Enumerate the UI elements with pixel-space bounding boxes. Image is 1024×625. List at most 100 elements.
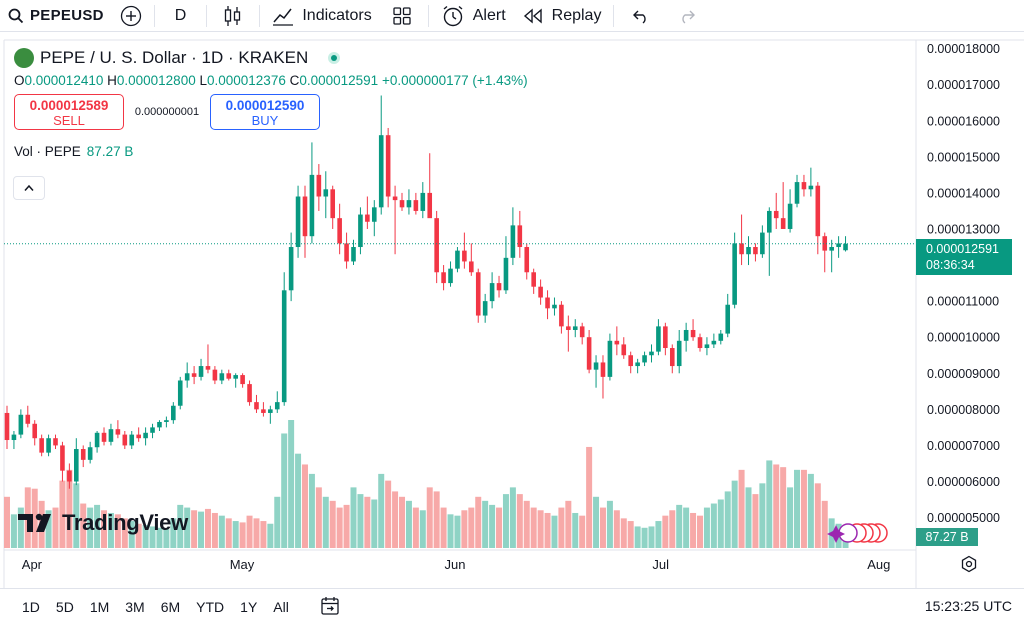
candle <box>60 441 65 482</box>
candle <box>399 192 405 211</box>
candle <box>323 171 329 219</box>
indicators-button[interactable]: Indicators <box>264 0 379 32</box>
candle-body <box>344 243 349 262</box>
events-icons[interactable] <box>827 523 888 543</box>
bottom-toolbar: 1D 5D 1M 3M 6M YTD 1Y All 15:23:25 UTC <box>0 588 1024 625</box>
undo-button[interactable] <box>618 0 664 32</box>
sell-button[interactable]: 0.000012589 SELL <box>14 94 124 130</box>
candle <box>718 329 724 345</box>
candle <box>67 463 72 489</box>
candle-body <box>767 210 772 233</box>
symbol-name: PEPEUSD <box>30 7 104 24</box>
layouts-button[interactable] <box>380 0 424 32</box>
volume-bar <box>163 529 170 548</box>
range-1m[interactable]: 1M <box>89 599 110 615</box>
volume-bar <box>10 514 17 548</box>
volume-bar <box>509 487 516 548</box>
volume-bar <box>676 504 683 548</box>
range-ytd[interactable]: YTD <box>196 599 225 615</box>
candle-body <box>836 243 841 248</box>
redo-button[interactable] <box>664 0 710 32</box>
rewind-icon <box>522 7 544 24</box>
volume-bar <box>177 504 184 548</box>
candle-body <box>711 340 717 345</box>
volume-bar <box>586 446 593 548</box>
volume-bar <box>315 487 322 548</box>
buy-button[interactable]: 0.000012590 BUY <box>210 94 320 130</box>
candle <box>4 405 10 450</box>
compare-button[interactable] <box>112 0 150 32</box>
candle <box>614 326 620 356</box>
candle <box>184 362 190 388</box>
range-1d[interactable]: 1D <box>22 599 40 615</box>
price-tick-label: 0.000017000 <box>927 78 1000 92</box>
symbol-search[interactable]: PEPEUSD <box>0 0 112 32</box>
candle-body <box>212 369 218 381</box>
volume-bar <box>87 507 94 548</box>
volume-bar <box>336 507 343 548</box>
volume-bar <box>620 518 627 548</box>
candle-body <box>226 373 232 379</box>
volume-bar <box>690 512 697 548</box>
settings-icon[interactable] <box>960 555 978 578</box>
candle-body <box>635 362 640 367</box>
range-3m[interactable]: 3M <box>125 599 145 615</box>
volume-bar <box>378 473 385 548</box>
tradingview-logo[interactable]: TradingView <box>18 510 188 536</box>
candle <box>337 203 342 255</box>
utc-clock[interactable]: 15:23:25 UTC <box>924 598 1012 614</box>
range-6m[interactable]: 6M <box>160 599 181 615</box>
candle <box>593 355 599 388</box>
candle-body <box>753 247 758 255</box>
chart-type-button[interactable] <box>211 0 255 32</box>
volume-bar <box>593 496 600 548</box>
volume-bar <box>329 500 336 548</box>
candle-body <box>462 250 467 262</box>
candle <box>233 373 238 388</box>
candle-body <box>254 402 259 410</box>
trade-buttons: 0.000012589 SELL 0.000000001 0.000012590… <box>14 94 528 130</box>
price-axis[interactable]: 0.000005000 0.000006000 0.000007000 0.00000… <box>927 42 1000 525</box>
ohlc-values: O0.000012410 H0.000012800 L0.000012376 C… <box>14 73 528 88</box>
range-5d[interactable]: 5D <box>55 599 74 615</box>
low-value: 0.000012376 <box>207 73 286 88</box>
alert-button[interactable]: Alert <box>433 0 514 32</box>
candle <box>268 405 273 424</box>
candle <box>808 167 814 197</box>
volume-bar <box>475 496 482 548</box>
sparkle-icon[interactable] <box>827 525 845 543</box>
candle-body <box>233 375 238 379</box>
range-1y[interactable]: 1Y <box>240 599 258 615</box>
replay-button[interactable]: Replay <box>514 0 610 32</box>
candle-body <box>663 326 668 349</box>
candle <box>344 232 349 269</box>
goto-date-button[interactable] <box>319 595 341 620</box>
candle <box>309 142 315 244</box>
volume-bar <box>149 526 156 548</box>
candle-body <box>67 470 72 482</box>
candle-body <box>566 326 571 330</box>
candle <box>462 232 467 269</box>
volume-bar <box>170 518 177 548</box>
time-axis[interactable]: Apr May Jun Jul Aug <box>22 557 891 572</box>
candle <box>656 319 661 356</box>
volume-bar <box>627 521 634 548</box>
candle-body <box>593 362 599 370</box>
price-tick-label: 0.000018000 <box>927 42 1000 56</box>
candle <box>545 290 550 320</box>
volume-bar <box>274 496 281 548</box>
collapse-legend-button[interactable] <box>13 176 45 200</box>
candle-body <box>704 344 710 349</box>
candle <box>725 293 731 338</box>
price-chart[interactable]: 0.000005000 0.000006000 0.000007000 0.00000… <box>0 0 1024 588</box>
range-all[interactable]: All <box>273 599 289 615</box>
candle <box>25 405 31 428</box>
candle <box>212 366 218 385</box>
candle-body <box>53 438 58 446</box>
candle <box>87 441 93 464</box>
candle <box>566 315 571 352</box>
volume-bar <box>198 511 205 548</box>
interval-button[interactable]: D <box>159 0 203 32</box>
candle-body <box>358 214 363 248</box>
volume-bar <box>496 507 503 548</box>
